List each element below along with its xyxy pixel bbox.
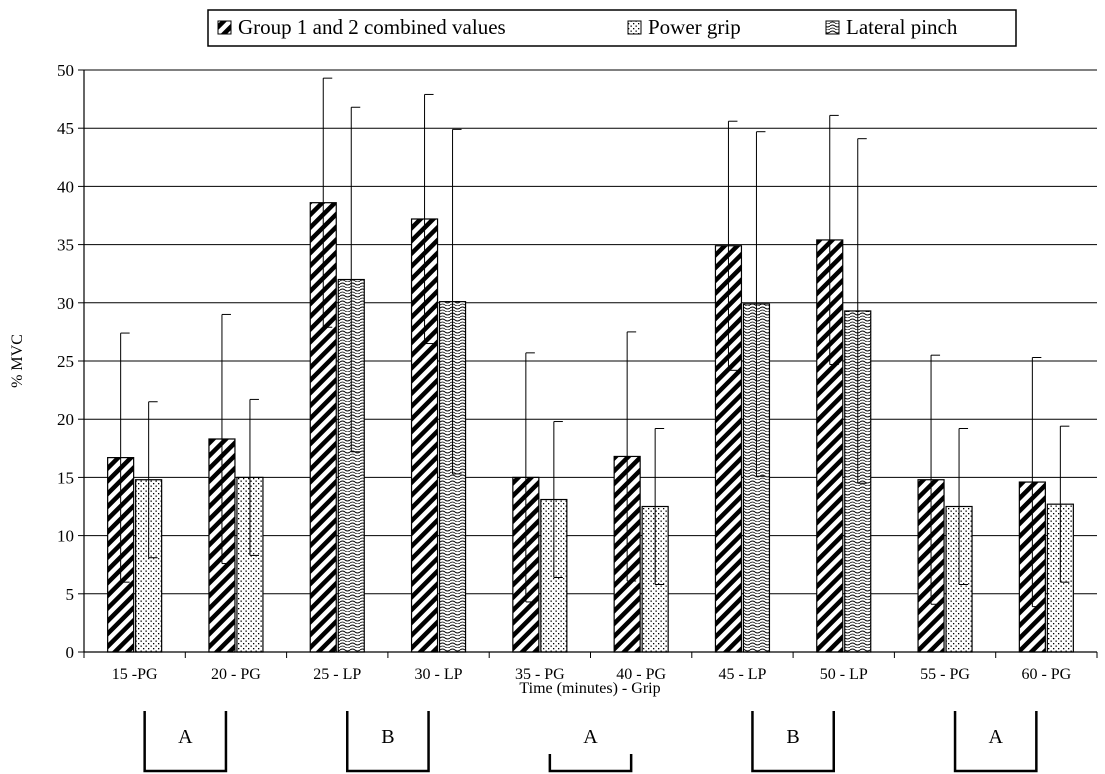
x-axis-ticks: 15 -PG 20 - PG 25 - LP 30 - LP 35 - PG 40 - P… [83,652,1098,683]
x-axis-title: Time (minutes) - Grip [519,680,660,697]
y-tick-label: 20 [57,410,74,429]
y-tick-label: 40 [57,177,74,196]
group-label: A [988,726,1003,748]
group-bracket [953,711,1038,773]
group-bracket [548,754,633,773]
group-label: A [178,726,193,748]
y-tick-label: 10 [57,527,74,546]
legend-swatch-diagonal-hatch [217,20,232,35]
group-bracket [751,711,835,773]
group-bracket [346,711,430,773]
x-tick-label: 35 - PG [515,666,565,683]
x-tick-label: 50 - LP [820,666,868,683]
x-tick-label: 45 - LP [718,666,766,683]
y-tick-label: 5 [66,585,75,604]
x-tick-label: 60 - PG [1021,666,1071,683]
y-tick-label: 0 [66,643,75,662]
legend-swatch-waves [825,20,840,35]
group-label: B [381,726,394,748]
group-bracket [143,711,228,773]
y-tick-label: 45 [57,119,74,138]
group-label: B [786,726,799,748]
bars [107,202,1074,653]
x-tick-label: 30 - LP [415,666,463,683]
gridlines [84,69,1097,595]
y-axis-title: % MVC [9,334,26,388]
y-tick-label: 30 [57,294,74,313]
x-tick-label: 20 - PG [211,666,261,683]
x-tick-label: 40 - PG [616,666,666,683]
legend-box [207,9,1017,47]
legend-swatch-dots [627,20,642,35]
group-label: A [583,726,598,748]
x-tick-label: 55 - PG [920,666,970,683]
y-axis-ticks: 0 5 10 15 20 25 30 35 40 45 50 [57,61,84,662]
legend-label-lateral-pinch: Lateral pinch [846,15,958,39]
y-tick-label: 35 [57,236,74,255]
y-tick-label: 50 [57,61,74,80]
legend-label-power-grip: Power grip [648,15,741,39]
error-bars [120,77,1070,608]
x-tick-label: 15 -PG [112,666,158,683]
y-tick-label: 25 [57,352,74,371]
legend: Group 1 and 2 combined values Power grip… [207,9,1017,47]
y-tick-label: 15 [57,468,74,487]
x-tick-label: 25 - LP [313,666,361,683]
legend-label-combined: Group 1 and 2 combined values [238,15,506,39]
